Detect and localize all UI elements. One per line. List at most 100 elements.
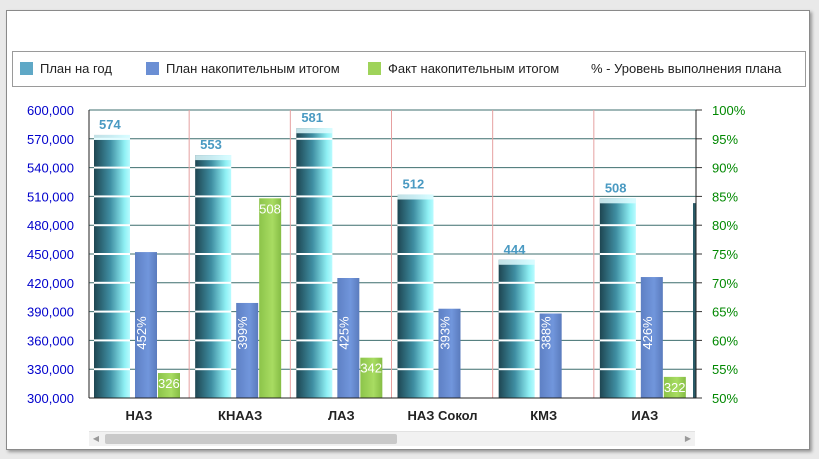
bar-segment-band bbox=[195, 339, 232, 342]
bar-plan-cumulative bbox=[236, 302, 259, 398]
data-label-fact: 342 bbox=[360, 361, 382, 376]
bar-plan-year bbox=[397, 194, 434, 398]
bar-segment-band bbox=[296, 368, 333, 371]
y-left-tick-label: 600,000 bbox=[27, 103, 74, 118]
bar-segment-band bbox=[94, 253, 130, 255]
scroll-left-arrow-icon[interactable]: ◀ bbox=[92, 434, 100, 443]
bar-plan-cumulative bbox=[539, 313, 562, 398]
legend-label-fact-cumulative: Факт накопительным итогом bbox=[388, 61, 560, 76]
bar-top-cap bbox=[498, 259, 535, 265]
y-right-tick-label: 85% bbox=[712, 189, 738, 204]
bar-segment-band bbox=[94, 310, 130, 313]
bar-segment-band bbox=[599, 253, 636, 255]
y-left-tick-label: 330,000 bbox=[27, 362, 74, 377]
y-left-tick-label: 510,000 bbox=[27, 189, 74, 204]
data-label-plan-year: 444 bbox=[504, 242, 526, 257]
y-left-tick-label: 420,000 bbox=[27, 276, 74, 291]
y-right-tick-label: 95% bbox=[712, 132, 738, 147]
bar-segment-band bbox=[296, 339, 333, 342]
bar-segment-band bbox=[397, 224, 434, 227]
scrollbar-thumb[interactable] bbox=[105, 434, 397, 444]
bar-segment-band bbox=[397, 281, 434, 284]
x-category-label: КНААЗ bbox=[218, 408, 262, 423]
x-category-label: ЛАЗ bbox=[328, 408, 355, 423]
data-label-fact: 508 bbox=[259, 201, 281, 216]
y-right-tick-label: 100% bbox=[712, 103, 746, 118]
x-category-label: КМЗ bbox=[530, 408, 557, 423]
bar-segment-band bbox=[397, 253, 434, 255]
bar-fact-cumulative bbox=[360, 357, 383, 398]
data-label-plan-year: 508 bbox=[605, 180, 627, 195]
bar-segment-band bbox=[94, 166, 130, 169]
bar-segment-band bbox=[599, 310, 636, 313]
bar-segment-band bbox=[599, 281, 636, 284]
bar-plan-year bbox=[296, 128, 333, 399]
bar-partial-next bbox=[693, 203, 696, 398]
y-left-tick-label: 540,000 bbox=[27, 161, 74, 176]
y-right-tick-label: 55% bbox=[712, 362, 738, 377]
bar-segment-band bbox=[296, 253, 333, 255]
bar-segment-band bbox=[296, 195, 333, 198]
data-label-percent: 388% bbox=[539, 316, 554, 350]
data-label-plan-year: 581 bbox=[301, 110, 323, 125]
bar-segment-band bbox=[498, 310, 535, 313]
y-left-tick-label: 450,000 bbox=[27, 247, 74, 262]
y-right-tick-label: 75% bbox=[712, 247, 738, 262]
data-label-percent: 399% bbox=[235, 316, 250, 350]
bar-segment-band bbox=[296, 137, 333, 140]
legend-label-plan-cumulative: План накопительным итогом bbox=[166, 61, 340, 76]
data-label-fact: 326 bbox=[158, 376, 180, 391]
bar-segment-band bbox=[94, 368, 130, 371]
bar-segment-band bbox=[498, 281, 535, 284]
bar-plan-year bbox=[498, 259, 535, 398]
bar-segment-band bbox=[195, 224, 232, 227]
x-category-label: НАЗ bbox=[126, 408, 153, 423]
y-left-tick-label: 360,000 bbox=[27, 333, 74, 348]
legend-swatch-fact-cumulative bbox=[368, 62, 381, 75]
y-left-tick-label: 300,000 bbox=[27, 391, 74, 406]
bar-segment-band bbox=[296, 166, 333, 169]
bar-segment-band bbox=[397, 310, 434, 313]
bar-plan-year bbox=[94, 134, 130, 398]
bar-segment-band bbox=[599, 339, 636, 342]
chart-legend: План на год План накопительным итогом Фа… bbox=[12, 51, 806, 87]
horizontal-scrollbar[interactable]: ◀ ▶ bbox=[89, 431, 695, 446]
grid-layer bbox=[89, 109, 696, 399]
data-label-plan-year: 512 bbox=[403, 176, 425, 191]
bar-segment-band bbox=[296, 281, 333, 284]
bar-fact-cumulative bbox=[259, 198, 282, 398]
bar-top-cap bbox=[397, 194, 434, 200]
bar-segment-band bbox=[195, 253, 232, 255]
x-category-label: ИАЗ bbox=[631, 408, 658, 423]
y-right-tick-label: 65% bbox=[712, 305, 738, 320]
data-labels-layer: 574 452% 326 553 399% 508 581 425% 342 512 393% 444… bbox=[99, 110, 686, 395]
bar-plan-cumulative bbox=[640, 277, 663, 398]
bar-plan-cumulative bbox=[135, 252, 157, 398]
bar-top-cap bbox=[296, 128, 333, 134]
bar-segment-band bbox=[599, 368, 636, 371]
bar-segment-band bbox=[195, 166, 232, 169]
y-left-tick-label: 390,000 bbox=[27, 305, 74, 320]
data-label-plan-year: 574 bbox=[99, 117, 121, 132]
bar-segment-band bbox=[397, 339, 434, 342]
bar-top-cap bbox=[599, 198, 636, 204]
bar-segment-band bbox=[296, 310, 333, 313]
bar-segment-band bbox=[599, 224, 636, 227]
x-category-label: НАЗ Сокол bbox=[407, 408, 477, 423]
scroll-right-arrow-icon[interactable]: ▶ bbox=[684, 434, 692, 443]
legend-swatch-plan-cumulative bbox=[146, 62, 159, 75]
y-right-tick-label: 80% bbox=[712, 218, 738, 233]
bar-segment-band bbox=[296, 224, 333, 227]
bar-segment-band bbox=[195, 281, 232, 284]
bar-segment-band bbox=[195, 368, 232, 371]
bar-segment-band bbox=[94, 195, 130, 198]
bar-segment-band bbox=[195, 310, 232, 313]
bars-layer bbox=[94, 128, 696, 399]
legend-label-percent-level: % - Уровень выполнения плана bbox=[591, 61, 782, 76]
legend-swatch-plan-year bbox=[20, 62, 33, 75]
data-label-fact: 322 bbox=[664, 380, 686, 395]
bar-plan-cumulative bbox=[438, 308, 461, 398]
bar-segment-band bbox=[94, 281, 130, 284]
bar-segment-band bbox=[498, 339, 535, 342]
